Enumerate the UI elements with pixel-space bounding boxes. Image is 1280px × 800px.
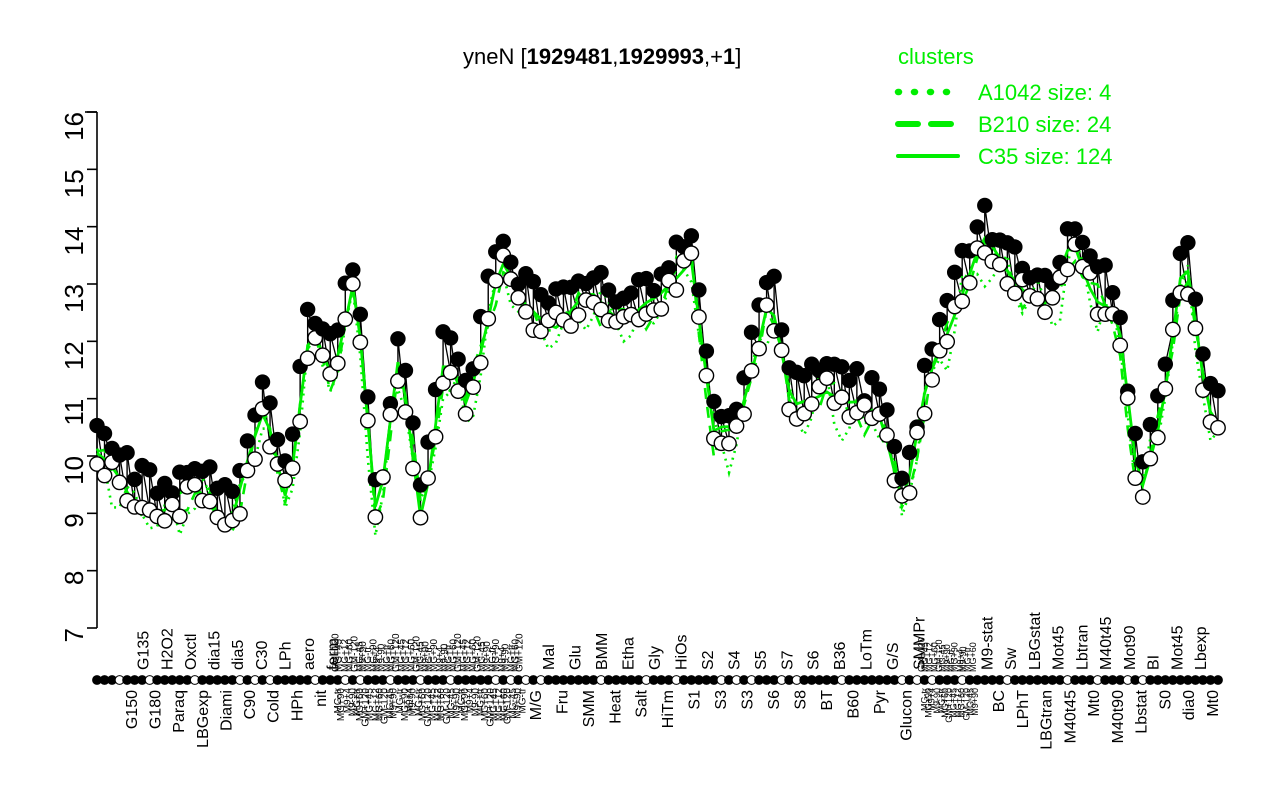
svg-text:13: 13 xyxy=(59,284,89,313)
svg-text:LoTm: LoTm xyxy=(859,629,876,670)
svg-text:10: 10 xyxy=(59,456,89,485)
svg-text:G135: G135 xyxy=(136,631,153,670)
svg-text:G/S: G/S xyxy=(885,642,902,670)
svg-text:S2: S2 xyxy=(700,650,717,670)
svg-text:Diami: Diami xyxy=(218,690,235,731)
svg-text:MG-tr: MG-tr xyxy=(518,687,529,713)
svg-text:dia15: dia15 xyxy=(207,631,224,670)
svg-text:S7: S7 xyxy=(779,650,796,670)
svg-text:Heat: Heat xyxy=(607,689,624,723)
svg-text:BMM: BMM xyxy=(594,633,611,670)
svg-text:14: 14 xyxy=(59,227,89,256)
svg-text:B36: B36 xyxy=(832,641,849,670)
svg-text:nit: nit xyxy=(313,689,330,706)
svg-text:LPh: LPh xyxy=(277,642,294,670)
svg-text:Etha: Etha xyxy=(621,637,638,670)
svg-text:M9-stat: M9-stat xyxy=(979,616,996,670)
svg-text:Pyr: Pyr xyxy=(872,689,889,714)
svg-text:Mal: Mal xyxy=(541,644,558,670)
svg-text:S4: S4 xyxy=(726,650,743,670)
svg-text:Sw: Sw xyxy=(1003,647,1020,670)
svg-text:Mot45: Mot45 xyxy=(1051,625,1068,670)
svg-text:B210 size: 24: B210 size: 24 xyxy=(978,112,1111,137)
svg-text:Lbstat: Lbstat xyxy=(1134,689,1151,733)
svg-text:SMM: SMM xyxy=(581,690,598,727)
svg-text:GM+120: GM+120 xyxy=(515,633,526,672)
svg-text:M40t45: M40t45 xyxy=(1098,617,1115,670)
svg-text:11: 11 xyxy=(59,399,89,426)
svg-text:Mt0: Mt0 xyxy=(1205,690,1222,717)
svg-text:BT: BT xyxy=(819,690,836,711)
svg-text:Paraq: Paraq xyxy=(171,690,188,733)
svg-text:B60: B60 xyxy=(845,690,862,719)
svg-text:H2O2: H2O2 xyxy=(159,628,176,670)
svg-text:S6: S6 xyxy=(806,650,823,670)
svg-text:Oxctl: Oxctl xyxy=(183,634,200,670)
svg-text:dia5: dia5 xyxy=(230,640,247,670)
svg-text:Mot90: Mot90 xyxy=(1122,625,1139,670)
svg-text:12: 12 xyxy=(59,341,89,370)
svg-text:LPhT: LPhT xyxy=(1015,690,1032,728)
svg-text:LBGstat: LBGstat xyxy=(1027,612,1044,670)
svg-text:15: 15 xyxy=(59,169,89,198)
svg-text:S3: S3 xyxy=(713,690,730,710)
svg-text:S1: S1 xyxy=(687,690,704,710)
svg-text:S3: S3 xyxy=(740,690,757,710)
svg-text:S0: S0 xyxy=(1157,690,1174,710)
svg-text:Lbtran: Lbtran xyxy=(1074,625,1091,670)
svg-text:Mt0: Mt0 xyxy=(1086,690,1103,717)
svg-text:LBGtran: LBGtran xyxy=(1039,690,1056,750)
svg-text:9: 9 xyxy=(59,513,89,527)
svg-text:Glucon: Glucon xyxy=(898,690,915,741)
svg-text:aero: aero xyxy=(301,638,318,670)
svg-text:M40t45: M40t45 xyxy=(1062,690,1079,743)
svg-text:BC: BC xyxy=(991,690,1008,712)
svg-text:LBGexp: LBGexp xyxy=(195,690,212,748)
svg-text:S6: S6 xyxy=(766,690,783,710)
svg-text:M/G: M/G xyxy=(528,690,545,720)
svg-text:dia0: dia0 xyxy=(1181,690,1198,720)
svg-text:Mot45: Mot45 xyxy=(1169,625,1186,670)
svg-text:HiTm: HiTm xyxy=(660,690,677,728)
svg-text:C90: C90 xyxy=(242,690,259,719)
svg-text:16: 16 xyxy=(59,112,89,141)
svg-text:HPh: HPh xyxy=(289,690,306,721)
svg-text:8: 8 xyxy=(59,571,89,585)
svg-text:A1042 size: 4: A1042 size: 4 xyxy=(978,80,1111,105)
svg-text:M40t90: M40t90 xyxy=(1110,690,1127,743)
svg-text:G150: G150 xyxy=(124,690,141,729)
svg-text:HiOs: HiOs xyxy=(673,634,690,670)
svg-text:Salt: Salt xyxy=(634,689,651,717)
svg-text:BI: BI xyxy=(1146,655,1163,670)
svg-text:Glu: Glu xyxy=(568,645,585,670)
svg-text:Fru: Fru xyxy=(554,690,571,714)
svg-text:S5: S5 xyxy=(753,650,770,670)
svg-text:Cold: Cold xyxy=(266,690,283,723)
svg-text:MG+60: MG+60 xyxy=(968,642,978,672)
svg-text:G180: G180 xyxy=(148,690,165,729)
svg-text:Gly: Gly xyxy=(647,646,664,670)
svg-text:M9+90: M9+90 xyxy=(970,688,980,716)
svg-text:Lbexp: Lbexp xyxy=(1193,626,1210,670)
svg-text:C35 size: 124: C35 size: 124 xyxy=(978,144,1113,169)
svg-text:S8: S8 xyxy=(793,690,810,710)
svg-text:C30: C30 xyxy=(254,641,271,670)
svg-text:7: 7 xyxy=(59,628,89,642)
